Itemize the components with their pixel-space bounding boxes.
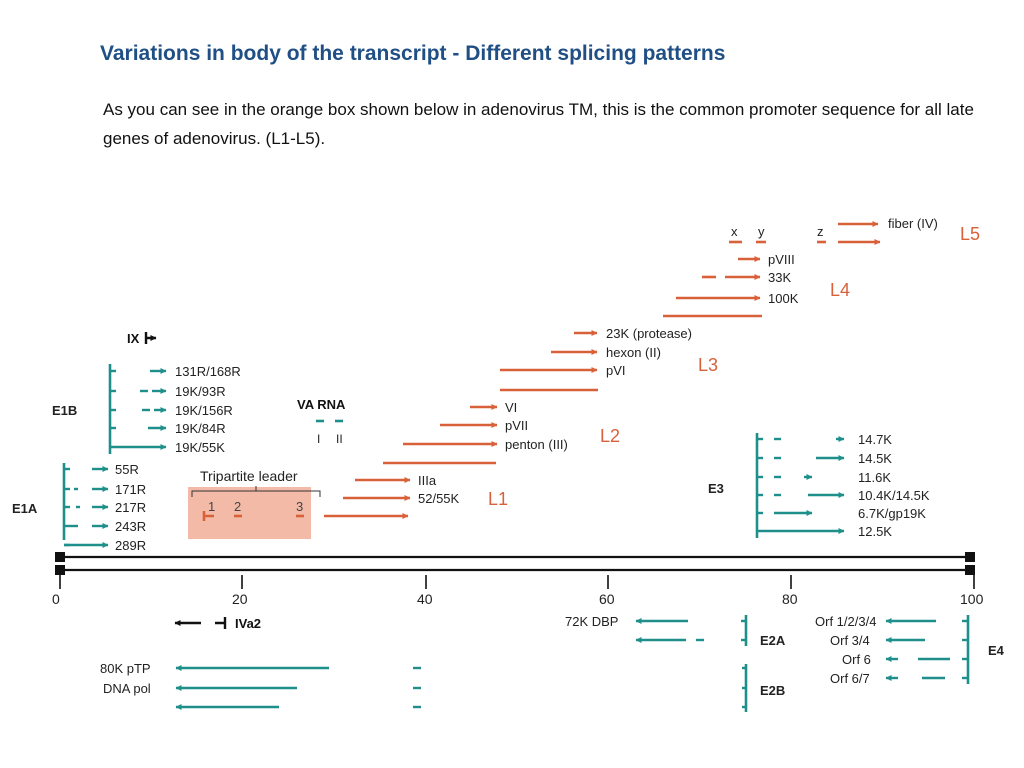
va-gene-label: II: [336, 432, 343, 446]
product-label: 19K/84R: [175, 421, 226, 436]
product-label: 14.5K: [858, 451, 892, 466]
gene-label: penton (III): [505, 437, 568, 452]
genome-axis: 0 20 40 60 80 100: [52, 552, 984, 607]
product-label: 131R/168R: [175, 364, 241, 379]
region-label-e3: E3: [708, 481, 724, 496]
product-label: DNA pol: [103, 681, 151, 696]
product-label: 72K DBP: [565, 614, 618, 629]
product-label: 14.7K: [858, 432, 892, 447]
region-label-l1: L1: [488, 489, 508, 509]
product-label: Orf 6/7: [830, 671, 870, 686]
e2b-transcripts: [175, 664, 748, 712]
slide-title: Variations in body of the transcript - D…: [100, 42, 726, 65]
e3-labels: E3 14.7K 14.5K 11.6K 10.4K/14.5K 6.7K/gp…: [708, 432, 930, 539]
tripartite-leader-box: [188, 487, 311, 539]
late-transcripts: [324, 221, 881, 519]
product-label: 6.7K/gp19K: [858, 506, 926, 521]
e4-transcripts: [885, 615, 970, 684]
leader-label: z: [817, 224, 824, 239]
iva2-gene: IVa2: [174, 616, 261, 631]
leader-exon-label: 2: [234, 499, 241, 514]
product-label: Orf 1/2/3/4: [815, 614, 876, 629]
e4-labels: Orf 1/2/3/4 Orf 3/4 Orf 6 Orf 6/7 E4: [815, 614, 1005, 686]
late-labels: IIIa 52/55K L1 VI pVII penton (III) L2 2…: [418, 216, 980, 509]
gene-label: fiber (IV): [888, 216, 938, 231]
axis-tick-label: 60: [599, 591, 615, 607]
e3-transcripts: [755, 433, 845, 538]
axis-tick-label: 20: [232, 591, 248, 607]
region-label-l4: L4: [830, 280, 850, 300]
gene-label: 52/55K: [418, 491, 460, 506]
leader-label: y: [758, 224, 765, 239]
e2a-transcripts: [635, 615, 748, 646]
region-label-l5: L5: [960, 224, 980, 244]
region-label-l2: L2: [600, 426, 620, 446]
product-label: Orf 6: [842, 652, 871, 667]
ix-gene: IX: [127, 331, 156, 346]
leader-exon-label: 1: [208, 499, 215, 514]
product-label: 10.4K/14.5K: [858, 488, 930, 503]
gene-label: 33K: [768, 270, 791, 285]
tripartite-leader: Tripartite leader 1 2 3: [188, 468, 321, 539]
product-label: 171R: [115, 482, 146, 497]
region-label-e2a: E2A: [760, 633, 786, 648]
product-label: 19K/55K: [175, 440, 225, 455]
e2a-labels: 72K DBP E2A: [565, 614, 786, 648]
region-label-l3: L3: [698, 355, 718, 375]
product-label: 19K/93R: [175, 384, 226, 399]
gene-label: VI: [505, 400, 517, 415]
tripartite-leader-label: Tripartite leader: [200, 468, 298, 484]
product-label: 11.6K: [858, 470, 891, 485]
region-label-e4: E4: [988, 643, 1005, 658]
product-label: 55R: [115, 462, 139, 477]
region-label-e1a: E1A: [12, 501, 38, 516]
gene-label: pVIII: [768, 252, 795, 267]
e1a-labels: E1A 55R 171R 217R 243R 289R: [12, 462, 146, 553]
product-label: 289R: [115, 538, 146, 553]
region-label-e1b: E1B: [52, 403, 77, 418]
leader-exon-label: 3: [296, 499, 303, 514]
gene-label: pVII: [505, 418, 528, 433]
gene-label: 23K (protease): [606, 326, 692, 341]
e1a-promoter: [62, 463, 70, 547]
axis-tick-label: 80: [782, 591, 798, 607]
e1a-transcripts: [62, 463, 109, 548]
gene-label: pVI: [606, 363, 626, 378]
gene-label: 100K: [768, 291, 799, 306]
gene-label-va-rna: VA RNA: [297, 397, 346, 412]
e1b-transcripts: [108, 364, 167, 454]
product-label: 217R: [115, 500, 146, 515]
axis-tick-label: 40: [417, 591, 433, 607]
gene-label-ix: IX: [127, 331, 140, 346]
gene-label-iva2: IVa2: [235, 616, 261, 631]
product-label: 12.5K: [858, 524, 892, 539]
axis-tick-label: 0: [52, 591, 60, 607]
e2b-labels: 80K pTP DNA pol E2B: [100, 661, 785, 698]
va-gene-label: I: [317, 432, 320, 446]
slide-body-text: As you can see in the orange box shown b…: [103, 100, 974, 148]
axis-tick-label: 100: [960, 591, 984, 607]
va-rna: VA RNA I II: [297, 397, 346, 446]
major-late-promoter: [202, 511, 214, 521]
product-label: 19K/156R: [175, 403, 233, 418]
product-label: Orf 3/4: [830, 633, 870, 648]
product-label: 243R: [115, 519, 146, 534]
leader-label: x: [731, 224, 738, 239]
gene-label: IIIa: [418, 473, 437, 488]
gene-label: hexon (II): [606, 345, 661, 360]
e1b-labels: E1B 131R/168R 19K/93R 19K/156R 19K/84R 1…: [52, 364, 241, 455]
region-label-e2b: E2B: [760, 683, 785, 698]
product-label: 80K pTP: [100, 661, 151, 676]
